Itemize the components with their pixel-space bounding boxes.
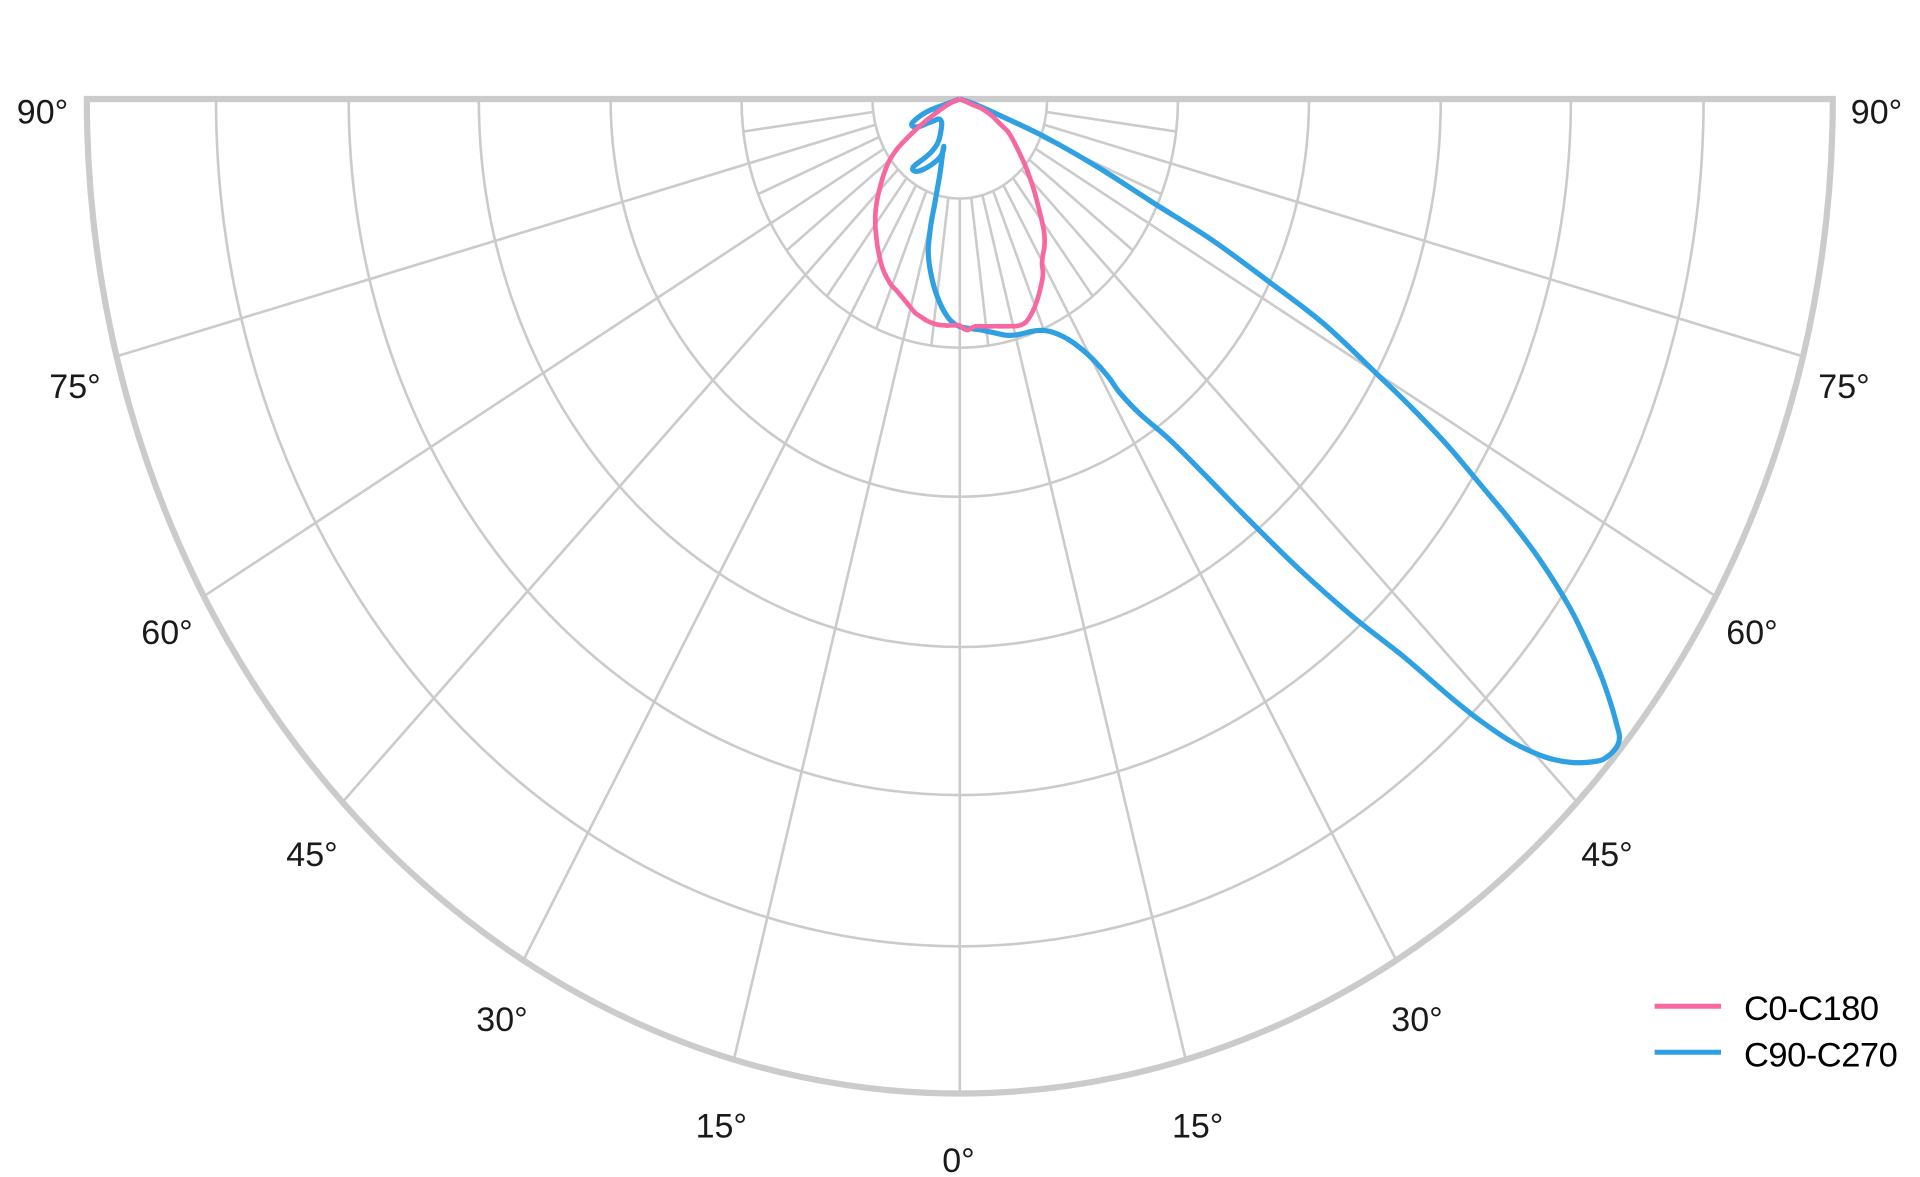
svg-text:30°: 30° (476, 1001, 527, 1039)
svg-text:0°: 0° (942, 1142, 975, 1177)
svg-text:15°: 15° (1172, 1108, 1223, 1146)
svg-text:45°: 45° (286, 836, 337, 874)
svg-text:30°: 30° (1391, 1001, 1442, 1039)
svg-text:C90-C270: C90-C270 (1744, 1037, 1897, 1075)
svg-text:60°: 60° (141, 614, 192, 652)
svg-text:75°: 75° (49, 368, 100, 406)
svg-text:15°: 15° (696, 1108, 747, 1146)
svg-text:75°: 75° (1818, 368, 1869, 406)
svg-text:60°: 60° (1726, 614, 1777, 652)
svg-text:45°: 45° (1581, 836, 1632, 874)
svg-text:C0-C180: C0-C180 (1744, 990, 1879, 1028)
svg-text:90°: 90° (1851, 94, 1902, 132)
svg-text:90°: 90° (17, 94, 68, 132)
